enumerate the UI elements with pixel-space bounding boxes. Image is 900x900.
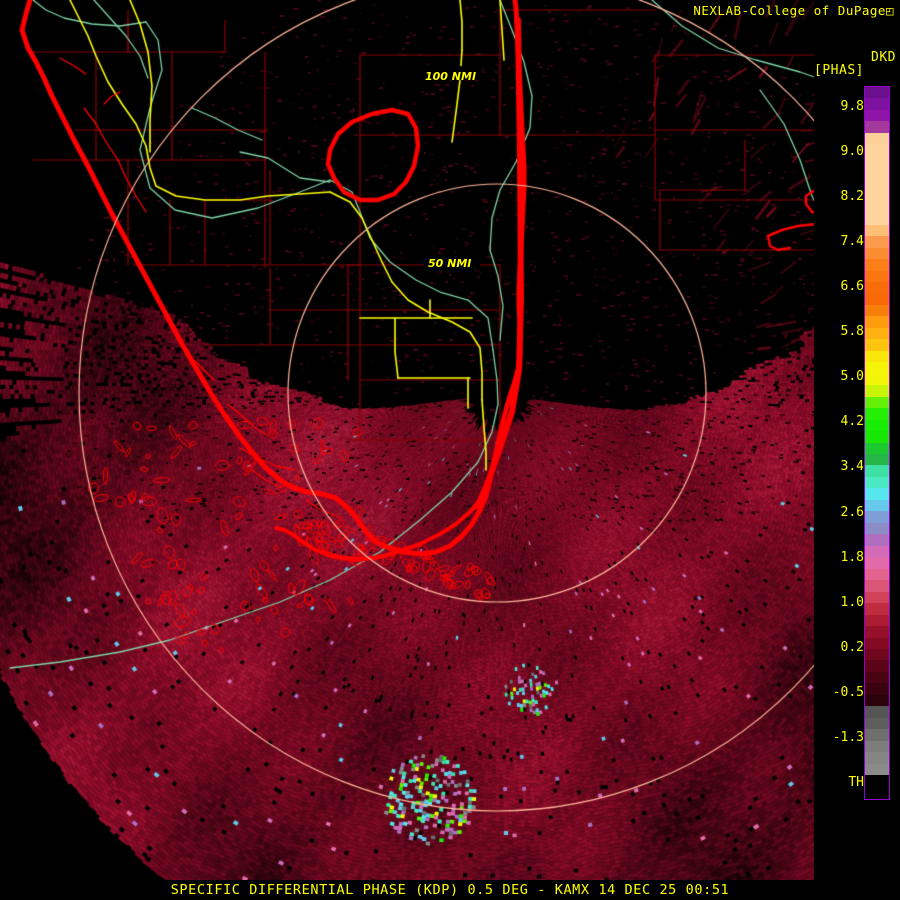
colorbar-segment [865,98,889,110]
colorbar-segment [865,431,889,443]
colorbar-segment [865,660,889,672]
colorbar-labels: 9.8 9.0 8.2 7.4 6.6 5.8 5.0 4.2 3.4 2.6 1.8 1.0 0.2 -… [820,86,864,800]
colorbar-segment [865,637,889,649]
colorbar-tick-label: 5.8 [840,324,864,339]
colorbar-segment [865,396,889,409]
colorbar-tick-label: 5.0 [840,369,864,384]
colorbar-segment [865,236,889,248]
colorbar-segment [865,270,889,282]
provider-logo-icon: ◰ [885,3,894,18]
colorbar-segment [865,109,889,122]
colorbar-segment [865,224,889,237]
colorbar-tick-label: 9.8 [840,99,864,114]
colorbar-segment [865,408,889,420]
status-text: SPECIFIC DIFFERENTIAL PHASE (KDP) 0.5 DE… [170,882,730,898]
colorbar-segment [865,740,889,753]
colorbar-segment [865,419,889,432]
colorbar-tick-label: 3.4 [840,459,864,474]
colorbar-segment [865,694,889,707]
colorbar-segment [865,281,889,294]
colorbar-segment [865,591,889,604]
colorbar-segment [865,775,889,787]
colorbar-segment [865,259,889,271]
colorbar-gradient[interactable] [864,86,890,800]
colorbar-segment [865,626,889,638]
colorbar-segment [865,350,889,363]
colorbar-segment [865,132,889,145]
colorbar[interactable] [864,86,890,800]
range-ring-label-100: 100 NMI [425,70,477,83]
colorbar-segment [865,786,889,799]
colorbar-tick-label: 2.6 [840,505,864,520]
colorbar-segment [865,144,889,156]
colorbar-segment [865,167,889,179]
product-tag: [PHAS] [814,63,864,78]
colorbar-segment [865,213,889,225]
colorbar-segment [865,557,889,569]
provider-credit-text: NEXLAB-College of DuPage [693,3,886,18]
colorbar-segment [865,729,889,741]
colorbar-segment [865,362,889,374]
colorbar-segment [865,511,889,523]
colorbar-segment [865,178,889,191]
colorbar-tick-label: 9.0 [840,144,864,159]
colorbar-segment [865,706,889,718]
colorbar-tick-label: -1.3 [832,730,864,745]
colorbar-tick-label: 7.4 [840,234,864,249]
colorbar-tick-label: 1.0 [840,595,864,610]
colorbar-segment [865,465,889,477]
colorbar-segment [865,763,889,776]
colorbar-segment [865,339,889,351]
colorbar-segment [865,568,889,581]
colorbar-segment [865,683,889,695]
colorbar-segment [865,545,889,558]
colorbar-segment [865,614,889,627]
colorbar-segment [865,648,889,661]
colorbar-segment [865,442,889,454]
dkd-tag: DKD [871,50,896,65]
colorbar-segment [865,476,889,489]
colorbar-segment [865,293,889,305]
colorbar-segment [865,247,889,260]
colorbar-segment [865,488,889,500]
colorbar-tick-label: 0.2 [840,640,864,655]
colorbar-segment [865,304,889,317]
colorbar-tick-label: 4.2 [840,414,864,429]
colorbar-segment [865,603,889,615]
colorbar-segment [865,671,889,684]
colorbar-segment [865,155,889,168]
colorbar-segment [865,752,889,764]
colorbar-segment [865,454,889,466]
colorbar-segment [865,87,889,99]
colorbar-segment [865,373,889,386]
colorbar-segment [865,201,889,214]
range-ring-label-50: 50 NMI [428,257,472,270]
colorbar-segment [865,534,889,546]
colorbar-segment [865,316,889,328]
colorbar-tick-label: TH [848,775,864,790]
status-bar: SPECIFIC DIFFERENTIAL PHASE (KDP) 0.5 DE… [0,880,900,900]
colorbar-segment [865,522,889,535]
colorbar-segment [865,190,889,202]
colorbar-segment [865,327,889,340]
colorbar-segment [865,499,889,512]
colorbar-segment [865,717,889,730]
colorbar-tick-label: -0.5 [832,685,864,700]
colorbar-segment [865,580,889,592]
provider-credit: NEXLAB-College of DuPage◰ [693,3,894,18]
colorbar-tick-label: 6.6 [840,279,864,294]
colorbar-tick-label: 1.8 [840,550,864,565]
colorbar-segment [865,121,889,133]
colorbar-tick-label: 8.2 [840,189,864,204]
colorbar-segment [865,385,889,397]
